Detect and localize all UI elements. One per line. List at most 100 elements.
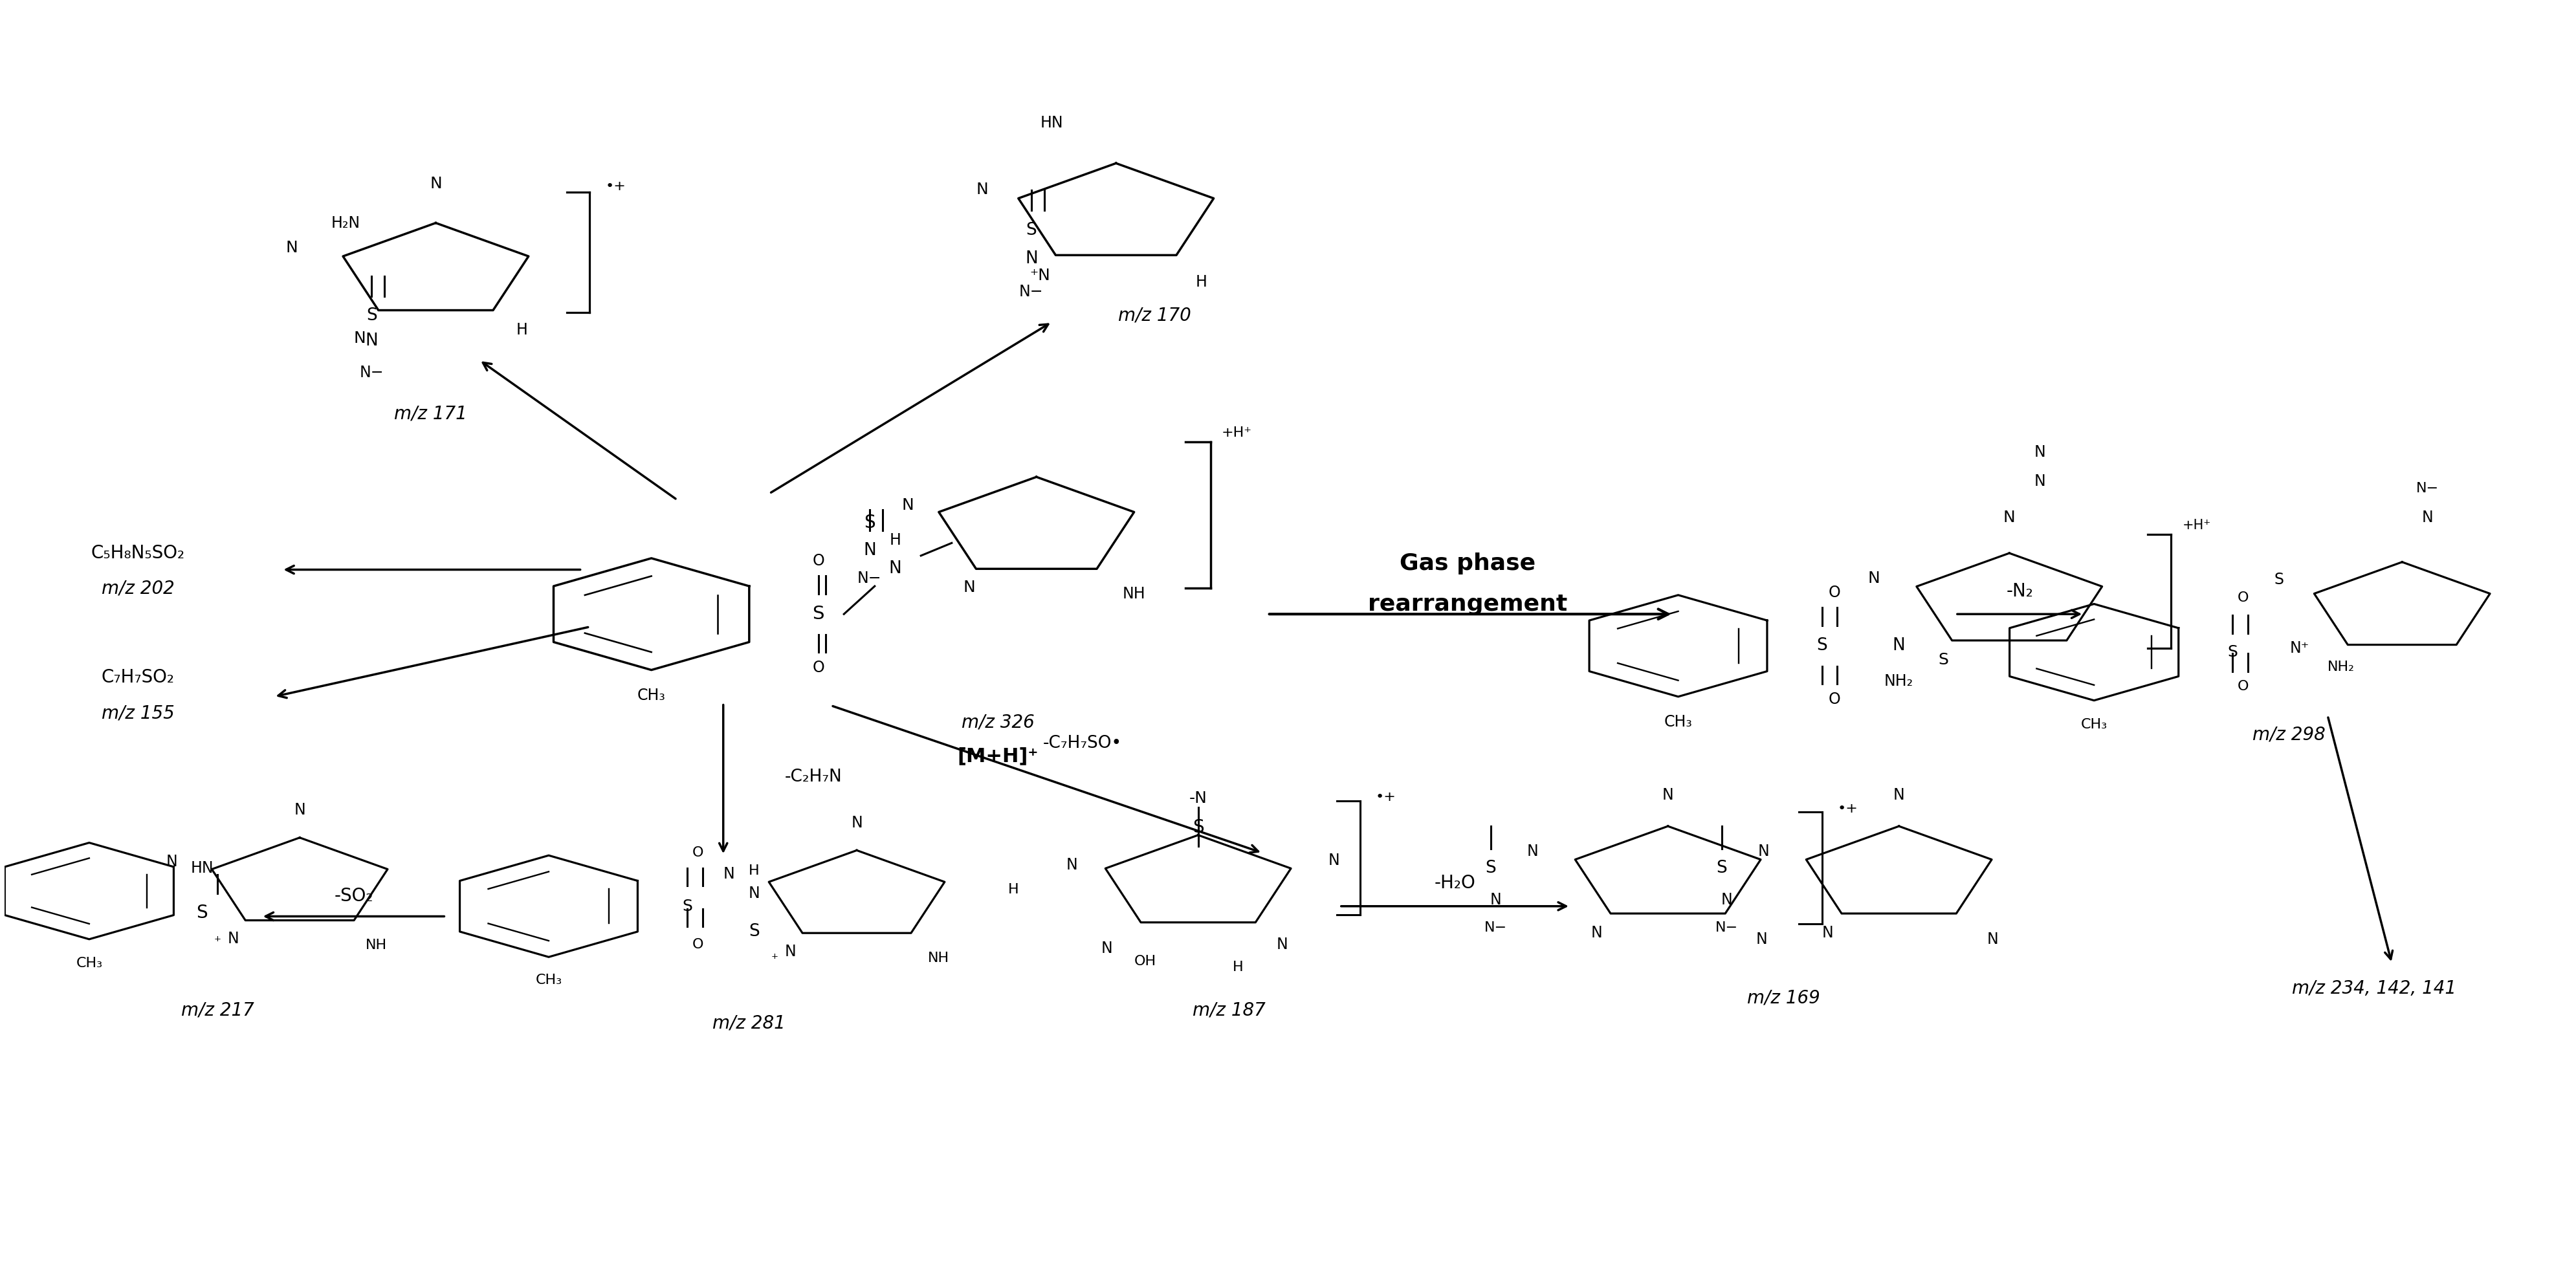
Text: ⁺: ⁺ <box>214 935 222 948</box>
Text: S: S <box>863 514 876 532</box>
Text: O: O <box>693 847 703 859</box>
Text: N: N <box>430 177 443 192</box>
Text: S: S <box>1816 637 1826 655</box>
Text: N: N <box>1986 931 1999 948</box>
Text: -C₇H₇SO•: -C₇H₇SO• <box>1043 735 1123 752</box>
Text: N: N <box>1275 936 1288 952</box>
Text: N: N <box>724 866 734 883</box>
Text: N: N <box>1757 844 1770 859</box>
Text: -SO₂: -SO₂ <box>335 886 374 906</box>
Text: N: N <box>227 931 240 946</box>
Text: C₇H₇SO₂: C₇H₇SO₂ <box>100 669 175 687</box>
Text: •+: •+ <box>1837 802 1857 815</box>
Text: -H₂O: -H₂O <box>1435 875 1476 893</box>
Text: N: N <box>294 802 307 819</box>
Text: N: N <box>2035 444 2045 459</box>
Text: H: H <box>1195 274 1208 290</box>
Text: O: O <box>1829 585 1842 600</box>
Text: N: N <box>1489 891 1502 908</box>
Text: N−: N− <box>2416 482 2439 495</box>
Text: m/z 326: m/z 326 <box>961 712 1036 732</box>
Text: CH₃: CH₃ <box>1664 714 1692 730</box>
Text: N−: N− <box>858 570 881 586</box>
Text: N: N <box>1528 844 1538 859</box>
Text: S: S <box>196 903 209 922</box>
Text: HN: HN <box>1041 115 1064 130</box>
Text: O: O <box>811 553 824 569</box>
Text: S: S <box>683 898 693 914</box>
Text: N: N <box>1025 251 1038 267</box>
Text: S: S <box>750 923 760 940</box>
Text: S: S <box>2275 572 2282 587</box>
Text: N: N <box>786 944 796 959</box>
Text: ⁺N: ⁺N <box>1030 267 1051 284</box>
Text: H₂N: H₂N <box>332 215 361 230</box>
Text: O: O <box>2239 591 2249 604</box>
Text: O: O <box>2239 680 2249 693</box>
Text: N: N <box>976 182 989 197</box>
Text: HN: HN <box>191 861 214 876</box>
Text: N: N <box>863 542 876 559</box>
Text: N−: N− <box>1484 921 1507 934</box>
Text: -N₂: -N₂ <box>2007 582 2032 600</box>
Text: S: S <box>2228 645 2239 660</box>
Text: N: N <box>1821 925 1834 941</box>
Text: N⁺: N⁺ <box>2290 641 2308 656</box>
Text: H: H <box>750 865 760 877</box>
Text: Gas phase: Gas phase <box>1399 553 1535 574</box>
Text: N: N <box>1662 787 1674 803</box>
Text: O: O <box>811 660 824 675</box>
Text: •+: •+ <box>605 179 626 193</box>
Text: OH: OH <box>1133 954 1157 967</box>
Text: N: N <box>2004 510 2014 526</box>
Text: N: N <box>2421 510 2434 526</box>
Text: S: S <box>811 605 824 623</box>
Text: N: N <box>902 498 914 513</box>
Text: m/z 169: m/z 169 <box>1747 989 1819 1007</box>
Text: H: H <box>1007 884 1018 897</box>
Text: •+: •+ <box>1376 790 1396 803</box>
Text: N: N <box>1893 787 1904 803</box>
Text: m/z 187: m/z 187 <box>1193 1001 1265 1019</box>
Text: NH₂: NH₂ <box>2329 660 2354 674</box>
Text: H: H <box>515 322 528 338</box>
Text: m/z 298: m/z 298 <box>2251 725 2326 744</box>
Text: NH: NH <box>366 939 386 952</box>
Text: m/z 281: m/z 281 <box>714 1014 786 1032</box>
Text: +H⁺: +H⁺ <box>2182 519 2210 532</box>
Text: m/z 171: m/z 171 <box>394 404 466 422</box>
Text: N: N <box>1066 857 1077 872</box>
Text: N: N <box>1757 931 1767 948</box>
Text: N: N <box>1868 570 1880 586</box>
Text: N: N <box>1592 925 1602 941</box>
Text: N: N <box>850 815 863 830</box>
Text: NH₂: NH₂ <box>1886 674 1914 689</box>
Text: m/z 217: m/z 217 <box>180 1001 255 1019</box>
Text: N: N <box>167 853 178 870</box>
Text: rearrangement: rearrangement <box>1368 593 1566 615</box>
Text: N: N <box>1721 891 1734 908</box>
Text: S: S <box>1937 652 1947 668</box>
Text: -N: -N <box>1190 790 1208 806</box>
Text: CH₃: CH₃ <box>75 957 103 969</box>
Text: O: O <box>693 938 703 950</box>
Text: [M+H]⁺: [M+H]⁺ <box>958 747 1038 766</box>
Text: S: S <box>1193 819 1203 836</box>
Text: N: N <box>286 240 299 256</box>
Text: S: S <box>366 307 376 324</box>
Text: N−: N− <box>361 365 384 381</box>
Text: N: N <box>1103 940 1113 955</box>
Text: N: N <box>747 886 760 902</box>
Text: O: O <box>1829 692 1842 707</box>
Text: N: N <box>1329 853 1340 868</box>
Text: N: N <box>353 330 366 345</box>
Text: m/z 170: m/z 170 <box>1118 307 1190 325</box>
Text: N: N <box>1893 637 1906 655</box>
Text: H: H <box>889 532 902 549</box>
Text: CH₃: CH₃ <box>636 688 665 703</box>
Text: -C₂H₇N: -C₂H₇N <box>786 769 842 785</box>
Text: N: N <box>889 560 902 577</box>
Text: C₅H₈N₅SO₂: C₅H₈N₅SO₂ <box>90 544 185 563</box>
Text: NH: NH <box>1123 586 1146 601</box>
Text: +H⁺: +H⁺ <box>1221 426 1252 439</box>
